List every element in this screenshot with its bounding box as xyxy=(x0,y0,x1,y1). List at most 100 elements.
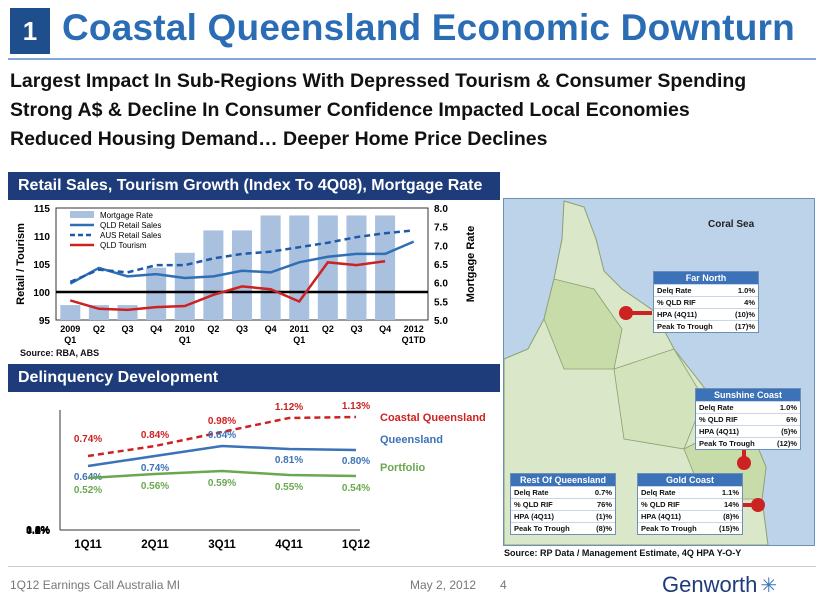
series-label: Coastal Queensland xyxy=(380,412,486,424)
logo-star-icon: ✳ xyxy=(760,575,778,597)
gold-coast-title: Gold Coast xyxy=(638,474,742,486)
y-axis-title: Retail / Tourism xyxy=(15,223,27,305)
info-row: HPA (4Q11) (5)% xyxy=(696,425,800,437)
info-row: % QLD RIF 76% xyxy=(511,498,615,510)
y-tick-label: 0.2% xyxy=(26,525,51,537)
info-row: HPA (4Q11) (8)% xyxy=(638,510,742,522)
row-label: HPA (4Q11) xyxy=(641,512,682,521)
info-row: Delq Rate 1.1% xyxy=(638,486,742,498)
data-label: 0.84% xyxy=(208,430,236,441)
sunshine-coast-marker xyxy=(737,456,751,470)
y-tick-label: 1.2% xyxy=(26,524,51,536)
delinquency-panel-header: Delinquency Development xyxy=(8,364,500,392)
row-value: (8)% xyxy=(723,512,739,521)
row-label: HPA (4Q11) xyxy=(699,427,740,436)
logo-wordmark: Genworth xyxy=(662,572,758,597)
y2-tick-label: 6.0 xyxy=(434,279,448,290)
x-tick-sublabel: Q1TD xyxy=(402,335,427,345)
x-tick-label: Q3 xyxy=(122,324,134,334)
x-tick-label: Q4 xyxy=(265,324,277,334)
slide-number: 1 xyxy=(10,8,50,54)
row-label: % QLD RIF xyxy=(699,415,738,424)
retail-panel-header: Retail Sales, Tourism Growth (Index To 4… xyxy=(8,172,500,200)
legend-label: QLD Tourism xyxy=(100,241,147,250)
row-value: 1.0% xyxy=(737,286,755,295)
mortgage-rate-bar xyxy=(375,215,396,320)
rest-of-queensland-title: Rest Of Queensland xyxy=(511,474,615,486)
data-label: 0.59% xyxy=(208,478,236,489)
row-value: (12)% xyxy=(776,439,797,448)
row-value: 1.0% xyxy=(779,403,797,412)
map-graphic: Coral Sea xyxy=(504,200,769,545)
series-label: Queensland xyxy=(380,434,443,446)
row-value: 14% xyxy=(723,500,739,509)
row-label: % QLD RIF xyxy=(657,298,696,307)
row-label: HPA (4Q11) xyxy=(657,310,698,319)
data-label: 0.54% xyxy=(342,483,370,494)
row-label: Peak To Trough xyxy=(657,322,713,331)
y2-axis-title: Mortgage Rate xyxy=(465,226,477,302)
x-tick-label: 4Q11 xyxy=(275,539,303,551)
y2-tick-label: 5.0 xyxy=(434,316,448,327)
far-north-marker xyxy=(619,306,633,320)
x-tick-label: 2010 xyxy=(175,324,195,334)
x-tick-label: Q4 xyxy=(150,324,162,334)
x-tick-label: Q3 xyxy=(350,324,362,334)
info-row: Delq Rate 0.7% xyxy=(511,486,615,498)
y-tick-label: 105 xyxy=(33,260,50,271)
far-north-title: Far North xyxy=(654,272,758,284)
title-divider xyxy=(8,58,816,60)
x-tick-label: Q4 xyxy=(379,324,391,334)
bullet-line-2: Strong A$ & Decline In Consumer Confiden… xyxy=(10,99,690,121)
mortgage-rate-bar xyxy=(260,215,281,320)
coastal-queensland-line xyxy=(87,415,357,458)
row-value: (15)% xyxy=(718,524,739,533)
info-row: HPA (4Q11) (10)% xyxy=(654,308,758,320)
info-row: HPA (4Q11) (1)% xyxy=(511,510,615,522)
row-value: (8)% xyxy=(596,524,612,533)
x-tick-label: Q2 xyxy=(93,324,105,334)
data-label: 0.56% xyxy=(141,481,169,492)
row-value: 4% xyxy=(744,298,755,307)
y2-tick-label: 8.0 xyxy=(434,204,448,215)
x-tick-label: 1Q12 xyxy=(342,539,370,551)
x-tick-label: 2012 xyxy=(404,324,424,334)
x-tick-label: 2009 xyxy=(60,324,80,334)
footer-event-label: 1Q12 Earnings Call Australia MI xyxy=(10,578,181,592)
x-tick-label: 2011 xyxy=(289,324,309,334)
mortgage-rate-bar xyxy=(317,215,338,320)
data-label: 0.52% xyxy=(74,485,102,496)
x-tick-sublabel: Q1 xyxy=(64,335,76,345)
mortgage-rate-bar xyxy=(289,215,310,320)
row-label: Delq Rate xyxy=(514,488,549,497)
x-tick-label: 3Q11 xyxy=(208,539,236,551)
row-label: Delq Rate xyxy=(641,488,676,497)
row-value: (10)% xyxy=(734,310,755,319)
data-label: 0.98% xyxy=(208,416,236,427)
row-value: 6% xyxy=(786,415,797,424)
data-label: 0.74% xyxy=(74,434,102,445)
central-region xyxy=(613,348,705,450)
data-label: 1.13% xyxy=(342,401,370,412)
legend-label: AUS Retail Sales xyxy=(100,231,161,240)
genworth-logo: Genworth ✳ xyxy=(662,572,777,598)
x-tick-label: 2Q11 xyxy=(141,539,169,551)
queensland-map: Coral Sea Far North Delq Rate 1.0% % QLD … xyxy=(503,198,815,546)
mortgage-rate-bar xyxy=(60,305,81,320)
queensland-line xyxy=(87,444,357,468)
retail-source: Source: RBA, ABS xyxy=(20,348,100,358)
y-tick-label: 115 xyxy=(34,204,51,215)
legend-label: Mortgage Rate xyxy=(100,211,153,220)
y-tick-label: 95 xyxy=(39,316,51,327)
x-tick-label: 1Q11 xyxy=(74,539,102,551)
mortgage-rate-bar xyxy=(117,305,138,320)
map-source: Source: RP Data / Management Estimate, 4… xyxy=(504,548,742,558)
far-north-info-box: Far North Delq Rate 1.0% % QLD RIF 4% HPA … xyxy=(653,271,759,333)
y2-tick-label: 7.5 xyxy=(434,223,448,234)
row-label: Peak To Trough xyxy=(641,524,697,533)
page-title: Coastal Queensland Economic Downturn xyxy=(62,7,795,48)
row-value: 1.1% xyxy=(721,488,739,497)
y-tick-label: 0.6% xyxy=(26,524,51,536)
x-tick-sublabel: Q1 xyxy=(293,335,305,345)
rest-of-queensland-info-box: Rest Of Queensland Delq Rate 0.7% % QLD R… xyxy=(510,473,616,535)
